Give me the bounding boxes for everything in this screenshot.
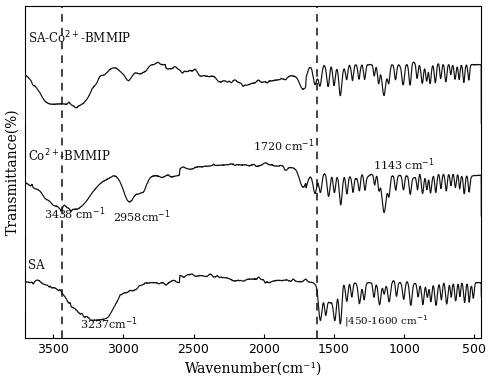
Text: Co$^{2+}$-BMMIP: Co$^{2+}$-BMMIP (28, 148, 110, 165)
Text: 2958cm$^{-1}$: 2958cm$^{-1}$ (113, 209, 171, 225)
Text: 3438 cm$^{-1}$: 3438 cm$^{-1}$ (43, 205, 105, 222)
Text: SA: SA (28, 259, 44, 272)
Text: |450-1600 cm$^{-1}$: |450-1600 cm$^{-1}$ (344, 313, 428, 329)
Text: 1720 cm$^{-1}$: 1720 cm$^{-1}$ (252, 138, 314, 154)
X-axis label: Wavenumber(cm⁻¹): Wavenumber(cm⁻¹) (184, 362, 322, 375)
Text: 1143 cm$^{-1}$: 1143 cm$^{-1}$ (373, 156, 435, 173)
Y-axis label: Transmittance(%): Transmittance(%) (5, 109, 20, 235)
Text: SA-Co$^{2+}$-BMMIP: SA-Co$^{2+}$-BMMIP (28, 30, 131, 46)
Text: 3237cm$^{-1}$: 3237cm$^{-1}$ (80, 316, 139, 333)
